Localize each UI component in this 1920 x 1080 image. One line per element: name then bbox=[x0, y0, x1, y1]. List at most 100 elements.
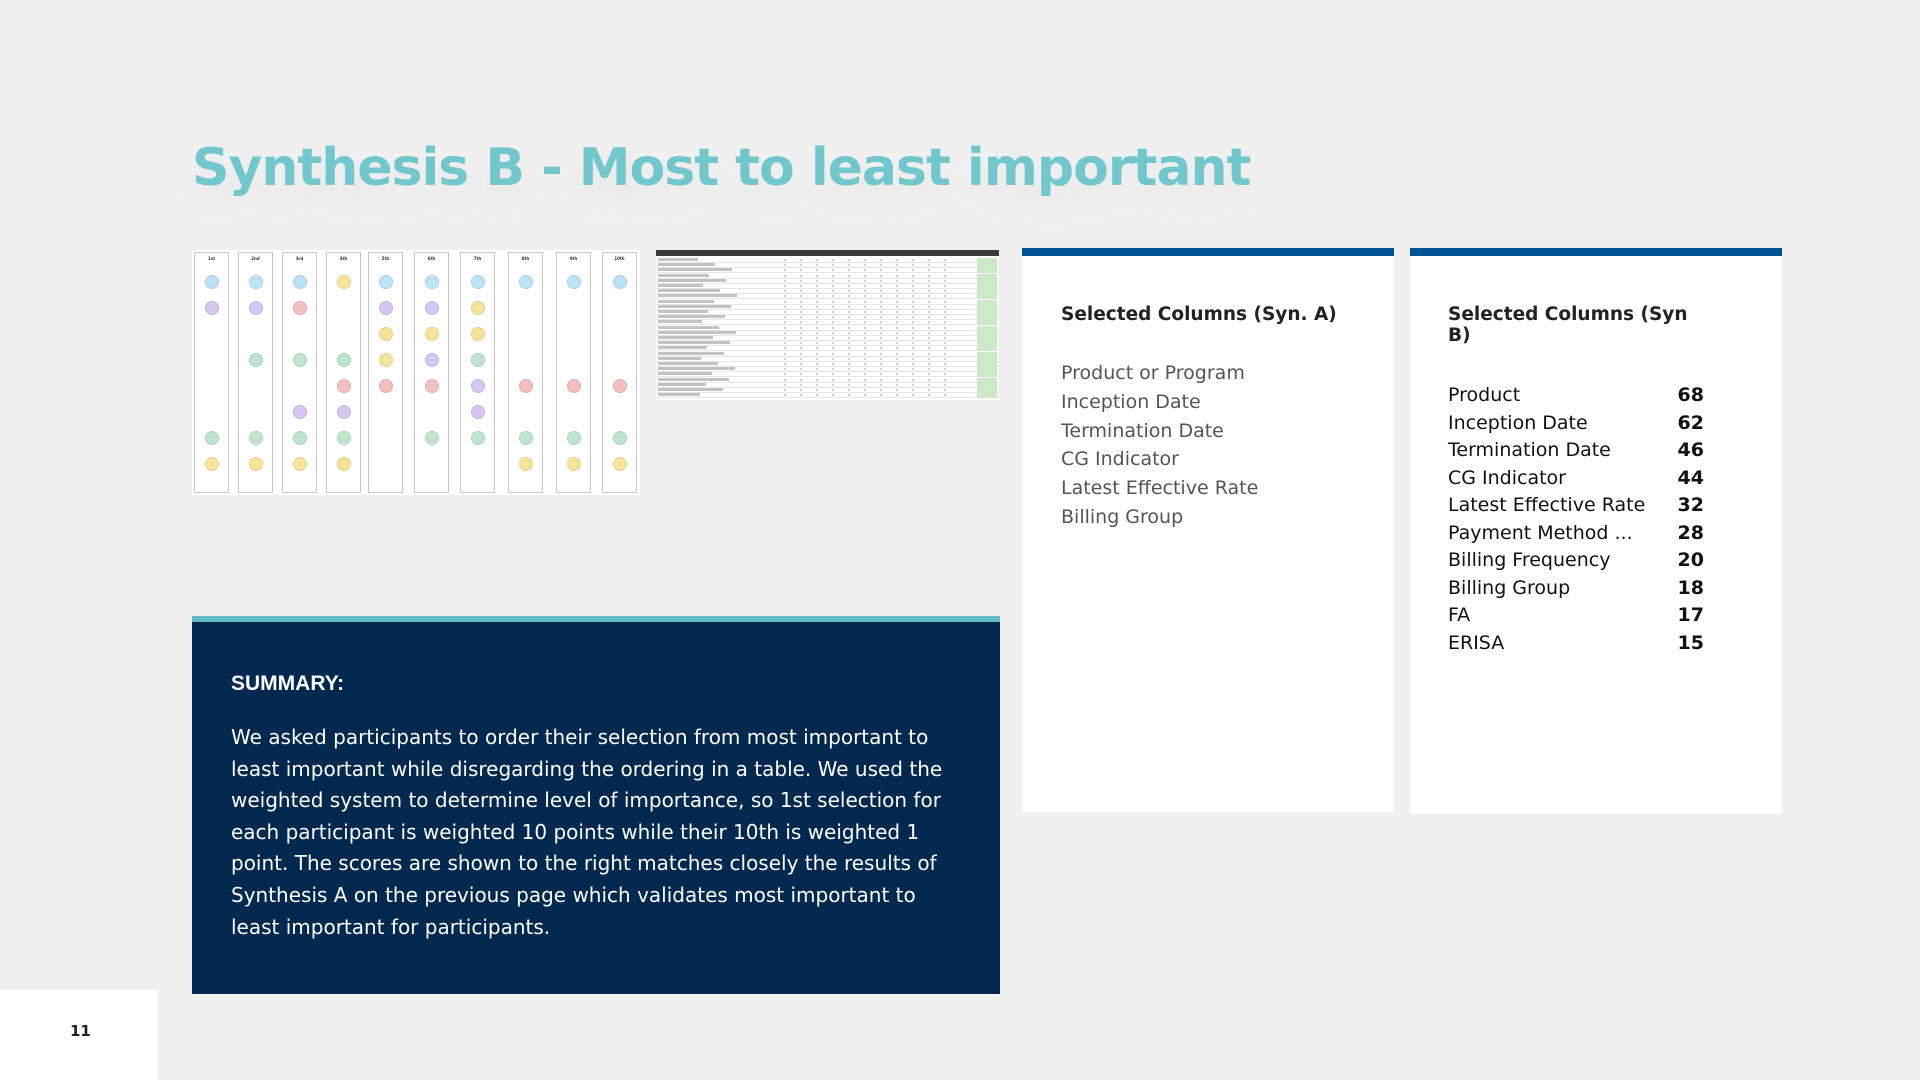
card-a-item: Termination Date bbox=[1061, 419, 1224, 442]
spreadsheet-row bbox=[656, 294, 999, 300]
selected-columns-syn-a-card: Selected Columns (Syn. A) Product or Pro… bbox=[1022, 248, 1394, 812]
sticky-note bbox=[567, 457, 581, 471]
spreadsheet-row bbox=[656, 330, 999, 336]
sticky-note bbox=[567, 379, 581, 393]
board-column: 7th bbox=[460, 252, 495, 493]
board-column-header: 7th bbox=[473, 256, 482, 261]
page-number: 11 bbox=[70, 1022, 91, 1040]
sticky-note bbox=[471, 301, 485, 315]
score-row: Product 68 bbox=[1448, 382, 1704, 410]
sticky-note bbox=[379, 275, 393, 289]
column-score: 20 bbox=[1677, 549, 1704, 571]
sticky-note bbox=[379, 379, 393, 393]
sticky-note bbox=[249, 275, 263, 289]
spreadsheet-row bbox=[656, 278, 999, 284]
board-column-header: 9th bbox=[569, 256, 578, 261]
sticky-note bbox=[567, 275, 581, 289]
sticky-note bbox=[471, 431, 485, 445]
score-row: Termination Date 46 bbox=[1448, 437, 1704, 465]
score-row: CG Indicator 44 bbox=[1448, 465, 1704, 493]
spreadsheet-row bbox=[656, 258, 999, 263]
sticky-note bbox=[519, 457, 533, 471]
sticky-note bbox=[249, 457, 263, 471]
board-column-header: 4th bbox=[339, 256, 348, 261]
sticky-note bbox=[519, 275, 533, 289]
sticky-note bbox=[205, 275, 219, 289]
card-b-heading: Selected Columns (Syn B) bbox=[1448, 304, 1688, 346]
board-column-header: 10th bbox=[614, 256, 625, 261]
spreadsheet-row bbox=[656, 377, 999, 383]
spreadsheet-row bbox=[656, 336, 999, 341]
sticky-note bbox=[337, 405, 351, 419]
board-column-header: 3rd bbox=[295, 256, 304, 261]
spreadsheet-row bbox=[656, 289, 999, 295]
spreadsheet-row bbox=[656, 372, 999, 378]
summary-heading: SUMMARY: bbox=[231, 672, 345, 695]
sticky-note bbox=[337, 431, 351, 445]
card-a-item: CG Indicator bbox=[1061, 448, 1179, 471]
spreadsheet-header-bar bbox=[656, 250, 999, 256]
spreadsheet-row bbox=[656, 320, 999, 326]
sticky-note bbox=[293, 457, 307, 471]
sticky-note bbox=[471, 405, 485, 419]
column-score: 46 bbox=[1677, 439, 1704, 461]
column-score: 28 bbox=[1677, 521, 1704, 544]
sticky-note bbox=[613, 379, 627, 393]
sticky-note bbox=[425, 431, 439, 445]
sticky-note bbox=[337, 379, 351, 393]
column-name: Product bbox=[1448, 384, 1521, 406]
score-row: Billing Frequency 20 bbox=[1448, 547, 1704, 575]
column-score: 18 bbox=[1677, 576, 1704, 599]
spreadsheet-row bbox=[656, 367, 999, 373]
sticky-note bbox=[293, 405, 307, 419]
sticky-note bbox=[293, 431, 307, 445]
card-a-heading: Selected Columns (Syn. A) bbox=[1061, 304, 1337, 325]
column-name: Billing Frequency bbox=[1448, 549, 1611, 571]
column-name: Billing Group bbox=[1448, 576, 1571, 599]
board-column-header: 1st bbox=[207, 256, 216, 261]
sticky-note bbox=[293, 353, 307, 367]
sticky-note bbox=[249, 431, 263, 445]
board-column-header: 8th bbox=[521, 256, 530, 261]
sticky-note bbox=[379, 327, 393, 341]
spreadsheet-row bbox=[656, 304, 999, 310]
page-title: Synthesis B - Most to least important bbox=[192, 138, 1251, 198]
sticky-note bbox=[471, 275, 485, 289]
sticky-note bbox=[205, 301, 219, 315]
sticky-note bbox=[249, 301, 263, 315]
spreadsheet-row bbox=[656, 284, 999, 289]
affinity-board-thumbnail: 1st 2nd 3rd 4th 5th 6th 7th 8th 9th 10th bbox=[192, 250, 640, 495]
score-row: FA 17 bbox=[1448, 602, 1704, 630]
column-name: Payment Method ... bbox=[1448, 521, 1633, 544]
board-column: 5th bbox=[368, 252, 403, 493]
board-column: 8th bbox=[508, 252, 543, 493]
score-row: Payment Method ... 28 bbox=[1448, 520, 1704, 548]
sticky-note bbox=[379, 301, 393, 315]
board-column-header: 6th bbox=[427, 256, 436, 261]
summary-box: SUMMARY: We asked participants to order … bbox=[192, 616, 1000, 994]
score-row: ERISA 15 bbox=[1448, 630, 1704, 658]
spreadsheet-row bbox=[656, 273, 999, 279]
column-name: Termination Date bbox=[1448, 439, 1611, 461]
spreadsheet-row bbox=[656, 325, 999, 331]
sticky-note bbox=[613, 431, 627, 445]
column-name: ERISA bbox=[1448, 631, 1505, 654]
column-score: 68 bbox=[1677, 384, 1704, 406]
board-column: 9th bbox=[556, 252, 591, 493]
sticky-note bbox=[471, 379, 485, 393]
spreadsheet-row bbox=[656, 362, 999, 367]
board-column: 6th bbox=[414, 252, 449, 493]
sticky-note bbox=[471, 353, 485, 367]
page-number-box bbox=[0, 990, 158, 1080]
card-a-list: Product or Program Inception Date Termin… bbox=[1061, 359, 1356, 532]
column-name: CG Indicator bbox=[1448, 466, 1566, 489]
card-a-item: Billing Group bbox=[1061, 505, 1184, 528]
score-row: Billing Group 18 bbox=[1448, 575, 1704, 603]
board-column: 2nd bbox=[238, 252, 273, 493]
spreadsheet-row bbox=[656, 341, 999, 347]
spreadsheet-row bbox=[656, 388, 999, 393]
card-b-list: Product 68 Inception Date 62 Termination D… bbox=[1448, 382, 1704, 657]
sticky-note bbox=[425, 353, 439, 367]
spreadsheet-row bbox=[656, 268, 999, 274]
spreadsheet-thumbnail bbox=[656, 250, 999, 400]
